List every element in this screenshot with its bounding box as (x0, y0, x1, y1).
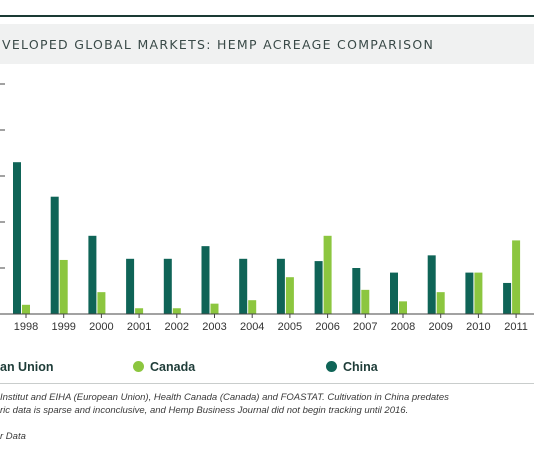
bar-canada-2011 (512, 240, 521, 314)
x-tick-label-2007: 2007 (353, 321, 377, 333)
chart-title: VELOPED GLOBAL MARKETS: HEMP ACREAGE COM… (2, 37, 435, 52)
legend-china-label: China (343, 360, 378, 374)
legend-china-dot (326, 361, 337, 372)
bar-canada-2008 (399, 301, 407, 314)
legend-item-canada: Canada (133, 360, 195, 374)
bar-canada-2005 (285, 277, 294, 314)
bar-china-2006 (314, 261, 323, 314)
bar-canada-2009 (436, 292, 445, 314)
source-note-line-1: Institut and EIHA (European Union), Heal… (0, 392, 449, 403)
bar-china-2009 (427, 255, 436, 314)
bar-chart: 1998 1999 2000 2001 2002 2003 2004 2005 2006 2007… (0, 83, 534, 333)
bar-china-1999 (50, 196, 59, 314)
bar-canada-2006 (323, 235, 332, 314)
bar-china-2011 (503, 282, 512, 314)
x-tick-label-2001: 2001 (127, 321, 151, 333)
x-tick-label-2000: 2000 (89, 321, 113, 333)
x-tick-label-1998: 1998 (14, 321, 38, 333)
bar-china-2008 (390, 272, 398, 314)
x-tick-label-2005: 2005 (278, 321, 302, 333)
bar-china-2004 (239, 258, 248, 314)
x-tick-label-2009: 2009 (428, 321, 452, 333)
legend-divider (0, 383, 534, 384)
source-note-line-2: ric data is sparse and inconclusive, and… (0, 405, 409, 416)
bar-canada-1999 (59, 259, 68, 314)
bar-canada-2004 (248, 300, 257, 314)
legend-eu-label: an Union (0, 360, 54, 374)
bar-china-2005 (276, 258, 285, 314)
legend-canada-dot (133, 361, 144, 372)
bar-china-2003 (201, 246, 210, 314)
title-band (0, 24, 534, 64)
bar-canada-2001 (135, 308, 144, 314)
x-tick-label-1999: 1999 (51, 321, 75, 333)
bar-china-2007 (352, 268, 361, 314)
source-note-line-3: r Data (0, 431, 26, 442)
legend-canada-label: Canada (150, 360, 196, 374)
bar-china-1998 (13, 162, 21, 314)
x-tick-label-2003: 2003 (202, 321, 226, 333)
bar-china-2001 (126, 258, 135, 314)
bar-canada-2000 (97, 292, 106, 314)
x-tick-label-2008: 2008 (391, 321, 415, 333)
bar-china-2000 (88, 235, 97, 314)
x-tick-label-2006: 2006 (315, 321, 339, 333)
x-tick-label-2011: 2011 (504, 321, 528, 333)
legend-item-china: China (326, 360, 378, 374)
x-tick-label-2002: 2002 (165, 321, 189, 333)
bar-canada-2007 (361, 289, 370, 314)
bar-canada-2010 (474, 272, 483, 314)
x-tick-label-2004: 2004 (240, 321, 264, 333)
bar-canada-1998 (22, 304, 30, 314)
bar-canada-2003 (210, 303, 219, 314)
legend-item-eu: an Union (0, 360, 53, 374)
bar-canada-2002 (172, 308, 181, 314)
header-rule (0, 15, 534, 17)
bar-china-2002 (163, 258, 172, 314)
bar-china-2010 (465, 272, 474, 314)
x-tick-label-2010: 2010 (466, 321, 490, 333)
